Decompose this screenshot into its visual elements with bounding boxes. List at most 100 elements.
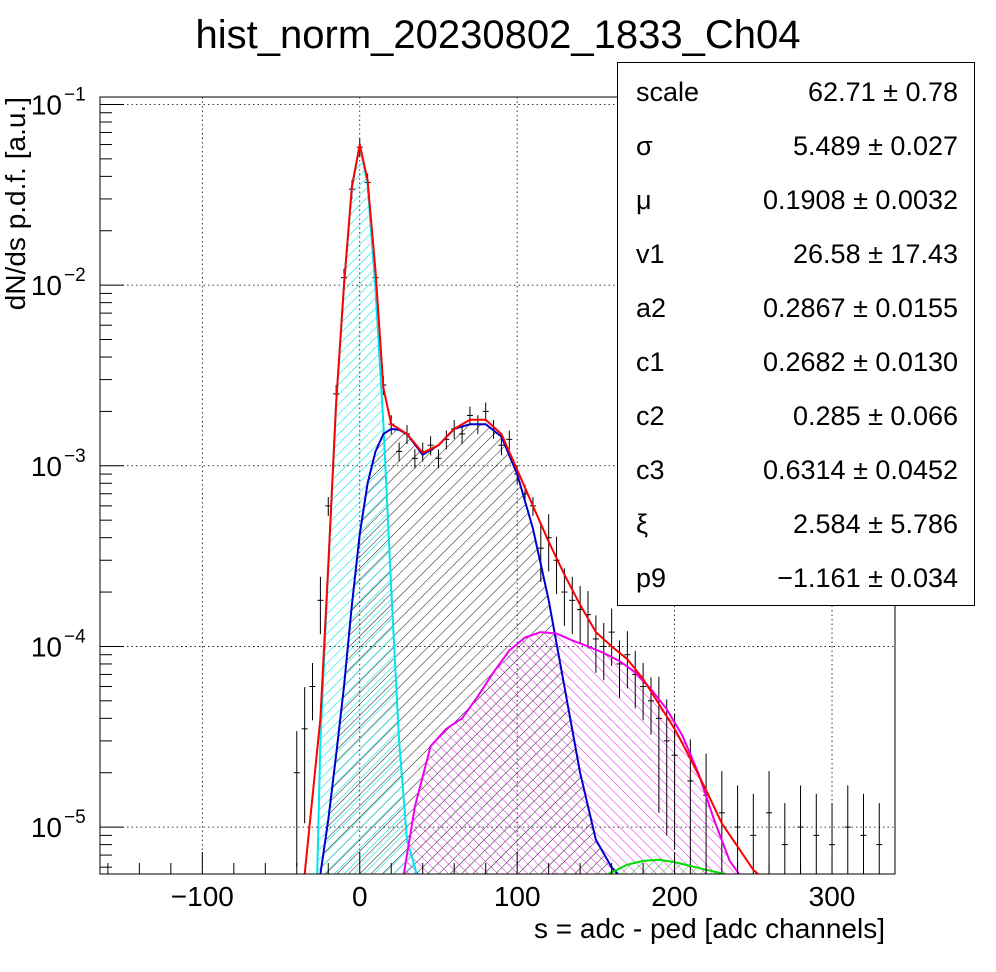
histogram-point: [569, 576, 576, 635]
histogram-point: [301, 687, 308, 824]
x-tick-label: 200: [651, 881, 698, 912]
fit-parameter-row: p9 −1.161 ± 0.034: [618, 549, 974, 603]
fit-parameter-error: 0.0155: [875, 293, 958, 323]
fit-parameter-name: σ: [636, 131, 653, 161]
histogram-point: [498, 436, 505, 456]
fit-parameter-error: 0.066: [890, 401, 958, 431]
histogram-point: [750, 793, 757, 874]
histogram-point: [577, 586, 584, 644]
plus-minus-symbol: ±: [860, 239, 891, 269]
y-tick-exponent: −1: [64, 84, 86, 105]
fit-parameter-value: 0.2867 ± 0.0155: [763, 293, 958, 324]
plus-minus-symbol: ±: [845, 185, 876, 215]
fit-parameter-estimate: 2.584: [793, 509, 861, 539]
fit-parameter-value: −1.161 ± 0.034: [777, 563, 958, 594]
histogram-data: [293, 138, 883, 874]
histogram-point: [766, 771, 773, 874]
histogram-point: [396, 442, 403, 462]
fit-parameter-error: 0.0032: [875, 185, 958, 215]
chart-title: hist_norm_20230802_1833_Ch04: [196, 13, 801, 57]
fit-parameter-name: c3: [636, 455, 665, 485]
fit-parameter-error: 0.78: [905, 77, 958, 107]
fit-parameter-estimate: 0.1908: [762, 185, 846, 215]
fit-parameter-value: 0.1908 ± 0.0032: [763, 185, 958, 216]
plus-minus-symbol: ±: [845, 347, 876, 377]
fit-parameter-row: μ 0.1908 ± 0.0032: [618, 171, 974, 225]
fit-parameter-error: 0.0130: [875, 347, 958, 377]
plus-minus-symbol: ±: [860, 131, 891, 161]
fit-parameters-box: scale 62.71 ± 0.78 σ 5.489 ± 0.027 μ 0.1908 ±…: [617, 62, 975, 606]
fit-parameter-row: v1 26.58 ± 17.43: [618, 225, 974, 279]
histogram-point: [537, 524, 544, 582]
x-axis-label: s = adc - ped [adc channels]: [534, 913, 885, 944]
fit-parameter-value: 0.6314 ± 0.0452: [763, 455, 958, 486]
fit-parameter-estimate: 62.71: [808, 77, 876, 107]
histogram-point: [640, 662, 647, 721]
fit-parameter-value: 2.584 ± 5.786: [793, 509, 958, 540]
histogram-point: [797, 785, 804, 874]
histogram-point: [781, 802, 788, 874]
total-fit-curve: [303, 143, 760, 874]
triple-pe-component-fill: [608, 859, 725, 874]
histogram-point: [876, 802, 883, 874]
fit-parameter-row: c3 0.6314 ± 0.0452: [618, 441, 974, 495]
fit-parameter-row: a2 0.2867 ± 0.0155: [618, 279, 974, 333]
fit-parameter-name: c2: [636, 401, 665, 431]
histogram-point: [860, 793, 867, 874]
fit-parameter-value: 26.58 ± 17.43: [793, 239, 958, 270]
histogram-point: [734, 785, 741, 874]
histogram-point: [616, 640, 623, 698]
fit-parameter-row: c1 0.2682 ± 0.0130: [618, 333, 974, 387]
fit-parameter-error: 0.027: [890, 131, 958, 161]
x-tick-label: 0: [352, 881, 368, 912]
fit-parameter-error: 0.034: [890, 563, 958, 593]
plus-minus-symbol: ±: [860, 401, 891, 431]
fit-parameter-row: scale 62.71 ± 0.78: [618, 63, 974, 117]
histogram-point: [663, 699, 670, 836]
fit-parameter-estimate: −1.161: [777, 563, 861, 593]
fit-parameter-value: 5.489 ± 0.027: [793, 131, 958, 162]
y-tick-label: 10: [31, 451, 62, 482]
y-tick-label: 10: [31, 270, 62, 301]
histogram-point: [671, 713, 678, 850]
histogram-point: [553, 536, 560, 595]
fit-parameter-estimate: 0.2867: [762, 293, 846, 323]
fit-parameter-row: c2 0.285 ± 0.066: [618, 387, 974, 441]
fit-parameter-value: 62.71 ± 0.78: [808, 77, 958, 108]
fit-parameter-estimate: 0.285: [793, 401, 861, 431]
histogram-point: [687, 739, 694, 874]
histogram-point: [561, 568, 568, 626]
x-tick-label: 100: [494, 881, 541, 912]
fit-parameter-value: 0.285 ± 0.066: [793, 401, 958, 432]
plus-minus-symbol: ±: [875, 77, 906, 107]
fit-parameter-name: v1: [636, 239, 665, 269]
histogram-point: [844, 785, 851, 874]
y-tick-exponent: −4: [64, 626, 86, 647]
y-tick-exponent: −5: [64, 807, 86, 828]
plus-minus-symbol: ±: [860, 563, 891, 593]
histogram-point: [435, 449, 442, 469]
fit-curves: [303, 143, 760, 874]
fit-parameter-estimate: 0.2682: [762, 347, 846, 377]
histogram-point: [459, 425, 466, 445]
histogram-point: [482, 402, 489, 422]
y-tick-exponent: −3: [64, 446, 86, 467]
fit-parameter-row: ξ 2.584 ± 5.786: [618, 495, 974, 549]
histogram-point: [411, 449, 418, 469]
y-tick-exponent: −2: [64, 265, 86, 286]
fit-parameter-error: 5.786: [890, 509, 958, 539]
histogram-point: [317, 576, 324, 635]
fit-parameter-row: σ 5.489 ± 0.027: [618, 117, 974, 171]
fit-parameter-error: 0.0452: [875, 455, 958, 485]
x-tick-label: −100: [171, 881, 234, 912]
fit-parameter-name: μ: [636, 185, 652, 215]
y-tick-label: 10: [31, 631, 62, 662]
fit-parameter-estimate: 5.489: [793, 131, 861, 161]
y-axis-label: dN/ds p.d.f. [a.u.]: [0, 97, 31, 310]
double-pe-component-curve: [402, 631, 740, 874]
triple-pe-component-curve: [608, 858, 726, 874]
histogram-point: [506, 430, 513, 450]
double-pe-component-fill: [403, 632, 740, 874]
